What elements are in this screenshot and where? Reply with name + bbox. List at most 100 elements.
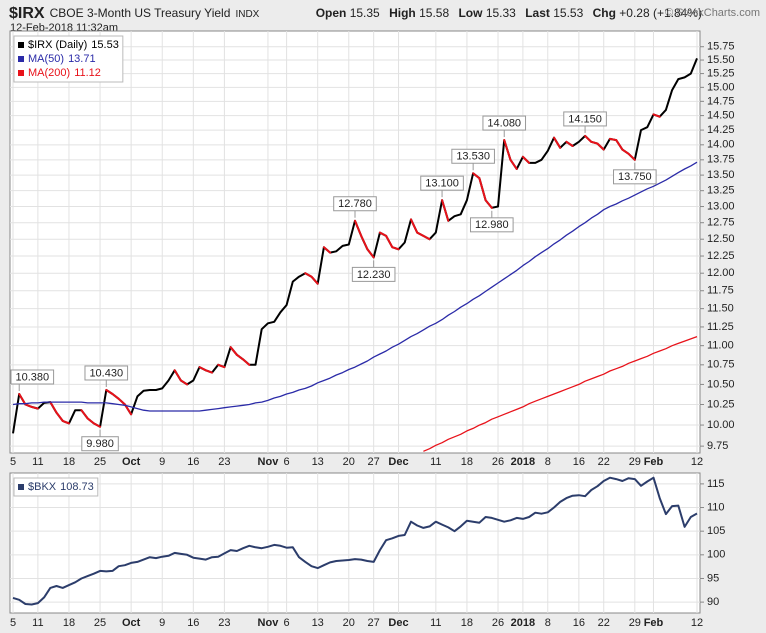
legend-value: 11.12 bbox=[74, 67, 101, 79]
x-tick-label: 27 bbox=[368, 456, 380, 468]
series-line bbox=[12, 161, 698, 412]
x-tick-label: 16 bbox=[187, 456, 199, 468]
quote-line: Open 15.35 High 15.58 Low 15.33 Last 15.… bbox=[316, 6, 702, 20]
legend-value: 108.73 bbox=[60, 481, 94, 493]
y-tick-label: 14.75 bbox=[707, 95, 735, 107]
x-tick-label: 18 bbox=[461, 617, 473, 629]
quote-label: Chg bbox=[593, 6, 616, 20]
y-tick-label: 15.75 bbox=[707, 41, 735, 53]
down-segment bbox=[198, 366, 207, 372]
value-label: 13.530 bbox=[456, 151, 490, 163]
label-box bbox=[451, 148, 495, 164]
value-label: 12.980 bbox=[475, 219, 509, 231]
x-tick-label: 12 bbox=[691, 617, 703, 629]
down-segment bbox=[105, 388, 114, 395]
quote-label: High bbox=[389, 6, 416, 20]
x-tick-label: 2018 bbox=[511, 456, 535, 468]
down-segment bbox=[615, 139, 624, 151]
down-segment bbox=[366, 248, 375, 259]
x-tick-label: 29 bbox=[629, 617, 641, 629]
x-tick-label: 11 bbox=[32, 456, 43, 468]
quote-label: Last bbox=[525, 6, 550, 20]
down-segment bbox=[596, 142, 605, 151]
y-tick-label: 12.25 bbox=[707, 250, 735, 262]
down-segment bbox=[354, 219, 363, 237]
label-box bbox=[81, 436, 119, 452]
y-tick-label: 11.00 bbox=[707, 340, 734, 352]
x-tick-label: 26 bbox=[492, 456, 504, 468]
down-segment bbox=[24, 403, 33, 408]
down-segment bbox=[584, 134, 593, 143]
down-segment bbox=[30, 405, 39, 410]
value-label: 13.750 bbox=[618, 171, 652, 183]
y-tick-label: 15.50 bbox=[707, 54, 735, 66]
down-segment bbox=[608, 137, 618, 142]
x-tick-label: 8 bbox=[545, 456, 551, 468]
value-label: 9.980 bbox=[86, 438, 114, 450]
x-tick-label: 22 bbox=[598, 617, 610, 629]
down-segment bbox=[304, 272, 313, 278]
x-tick-label: 25 bbox=[94, 456, 106, 468]
x-tick-label: 13 bbox=[312, 617, 324, 629]
x-tick-label: 18 bbox=[461, 456, 473, 468]
y-tick-label: 110 bbox=[707, 501, 725, 513]
x-tick-label: 27 bbox=[368, 617, 380, 629]
y-tick-label: 12.75 bbox=[707, 217, 735, 229]
x-tick-label: 20 bbox=[343, 617, 355, 629]
label-box bbox=[10, 369, 55, 385]
down-segment bbox=[422, 234, 431, 241]
series-line bbox=[423, 335, 698, 452]
series-line bbox=[12, 476, 698, 606]
x-tick-label: 5 bbox=[10, 617, 16, 629]
y-tick-label: 100 bbox=[707, 549, 725, 561]
y-tick-label: 11.75 bbox=[707, 285, 734, 297]
legend-swatch bbox=[18, 70, 24, 76]
down-segment bbox=[652, 113, 661, 118]
x-tick-label: Nov bbox=[258, 456, 280, 468]
y-tick-label: 14.50 bbox=[707, 109, 735, 121]
exchange: INDX bbox=[235, 9, 259, 20]
down-segment bbox=[521, 155, 531, 164]
quote-value: +0.28 (+1.84%) bbox=[619, 6, 702, 20]
y-tick-label: 11.50 bbox=[707, 303, 734, 315]
down-segment bbox=[409, 218, 419, 234]
down-segment bbox=[55, 411, 64, 422]
label-box bbox=[84, 365, 129, 381]
down-segment bbox=[204, 369, 213, 374]
down-segment bbox=[61, 419, 70, 425]
header-title: $IRX CBOE 3-Month US Treasury Yield INDX bbox=[9, 5, 260, 22]
x-tick-label: Feb bbox=[644, 456, 664, 468]
x-tick-label: 9 bbox=[159, 617, 165, 629]
quote-value: 15.35 bbox=[350, 6, 380, 20]
legend-box bbox=[13, 477, 99, 497]
down-segment bbox=[416, 231, 425, 237]
label-box bbox=[333, 196, 377, 212]
down-segment bbox=[484, 199, 493, 209]
legend-box bbox=[13, 35, 124, 83]
x-tick-label: 16 bbox=[187, 617, 199, 629]
down-segment bbox=[503, 139, 512, 161]
y-tick-label: 10.50 bbox=[707, 378, 735, 390]
quote-label: Open bbox=[316, 6, 347, 20]
down-segment bbox=[552, 136, 562, 149]
x-tick-label: 23 bbox=[218, 456, 230, 468]
plot-area bbox=[9, 472, 701, 614]
y-tick-label: 12.00 bbox=[707, 267, 735, 279]
x-tick-label: 16 bbox=[573, 456, 585, 468]
x-tick-label: 18 bbox=[63, 456, 75, 468]
x-tick-label: 25 bbox=[94, 617, 106, 629]
y-tick-label: 12.50 bbox=[707, 233, 735, 245]
legend-name: $IRX (Daily) bbox=[28, 39, 87, 51]
legend-swatch bbox=[18, 484, 24, 490]
value-label: 14.150 bbox=[568, 113, 602, 125]
x-tick-label: 5 bbox=[10, 456, 16, 468]
series-group bbox=[12, 476, 698, 606]
down-segment bbox=[621, 148, 630, 155]
down-segment bbox=[92, 422, 102, 428]
down-segment bbox=[441, 199, 450, 222]
y-tick-label: 10.00 bbox=[707, 419, 735, 431]
down-segment bbox=[509, 158, 518, 170]
x-tick-label: Oct bbox=[122, 456, 141, 468]
x-tick-label: Dec bbox=[388, 456, 408, 468]
x-tick-label: 6 bbox=[284, 456, 290, 468]
